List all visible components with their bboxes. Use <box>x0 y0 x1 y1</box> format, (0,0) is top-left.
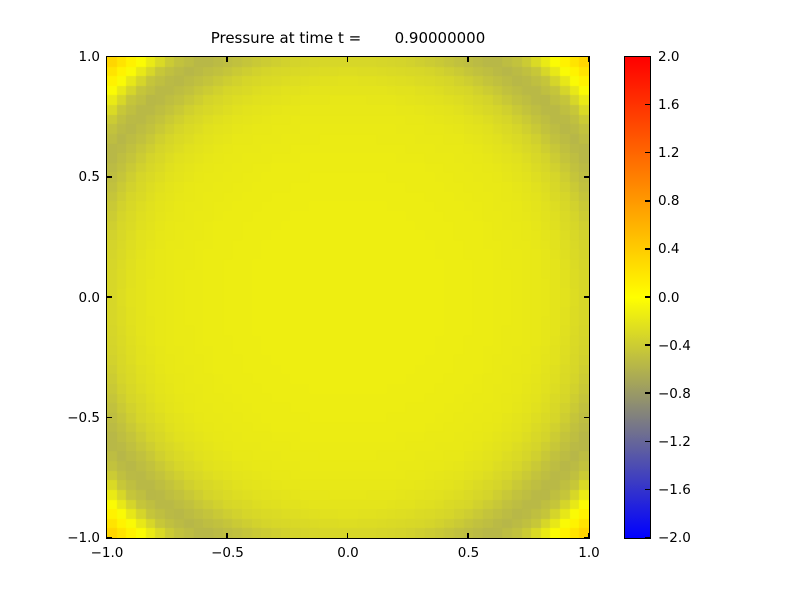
y-tick <box>106 416 112 418</box>
colorbar-tick <box>644 151 650 154</box>
x-tick-label: 0.5 <box>457 545 480 561</box>
x-tick-label: −1.0 <box>90 545 124 561</box>
colorbar-tick-label: 0.8 <box>658 193 680 210</box>
y-tick <box>106 55 112 58</box>
colorbar <box>623 55 651 539</box>
x-tick-label: −0.5 <box>211 545 244 561</box>
y-tick-label: 0.5 <box>78 169 100 186</box>
x-tick <box>467 56 469 62</box>
y-tick <box>106 176 112 178</box>
x-tick <box>346 56 349 62</box>
x-tick <box>226 56 228 62</box>
colorbar-tick <box>644 200 650 202</box>
colorbar-tick <box>644 536 650 539</box>
y-tick <box>106 296 112 298</box>
colorbar-tick-label: 0.4 <box>658 241 680 258</box>
colorbar-tick <box>644 103 650 106</box>
colorbar-tick-label: −2.0 <box>658 530 691 546</box>
x-tick <box>105 56 108 62</box>
heatmap-axes <box>105 55 590 539</box>
y-tick <box>583 296 589 298</box>
colorbar-tick <box>644 440 650 443</box>
x-tick <box>587 532 590 538</box>
y-tick-label: −0.5 <box>67 409 100 426</box>
x-tick <box>105 532 108 538</box>
x-tick <box>226 532 228 538</box>
colorbar-tick <box>644 488 650 491</box>
colorbar-tick-label: 0.0 <box>658 289 680 306</box>
plot-title: Pressure at time t = 0.90000000 <box>210 29 486 47</box>
colorbar-tick <box>644 392 650 394</box>
x-tick-label: 0.0 <box>337 545 359 561</box>
colorbar-tick-label: 2.0 <box>658 49 680 65</box>
x-tick <box>587 56 590 62</box>
heatmap-canvas <box>106 56 589 538</box>
colorbar-tick-label: 1.2 <box>658 145 680 162</box>
colorbar-tick-label: −0.8 <box>658 385 691 402</box>
y-tick <box>583 536 589 539</box>
y-tick <box>583 55 589 58</box>
colorbar-tick <box>644 344 650 346</box>
colorbar-tick <box>644 296 650 298</box>
colorbar-tick <box>644 55 650 58</box>
y-tick-label: 1.0 <box>78 49 100 65</box>
x-tick-label: 1.0 <box>578 545 600 561</box>
y-tick <box>106 536 112 539</box>
x-tick <box>346 532 349 538</box>
y-tick <box>583 176 589 178</box>
x-tick <box>467 532 469 538</box>
y-tick-label: 0.0 <box>78 289 100 306</box>
colorbar-tick <box>644 248 650 250</box>
colorbar-tick-label: −0.4 <box>658 337 691 354</box>
colorbar-tick-label: −1.6 <box>658 481 691 498</box>
y-tick <box>583 416 589 418</box>
colorbar-tick-label: −1.2 <box>658 433 691 450</box>
y-tick-label: −1.0 <box>67 530 100 546</box>
colorbar-tick-label: 1.6 <box>658 97 680 114</box>
